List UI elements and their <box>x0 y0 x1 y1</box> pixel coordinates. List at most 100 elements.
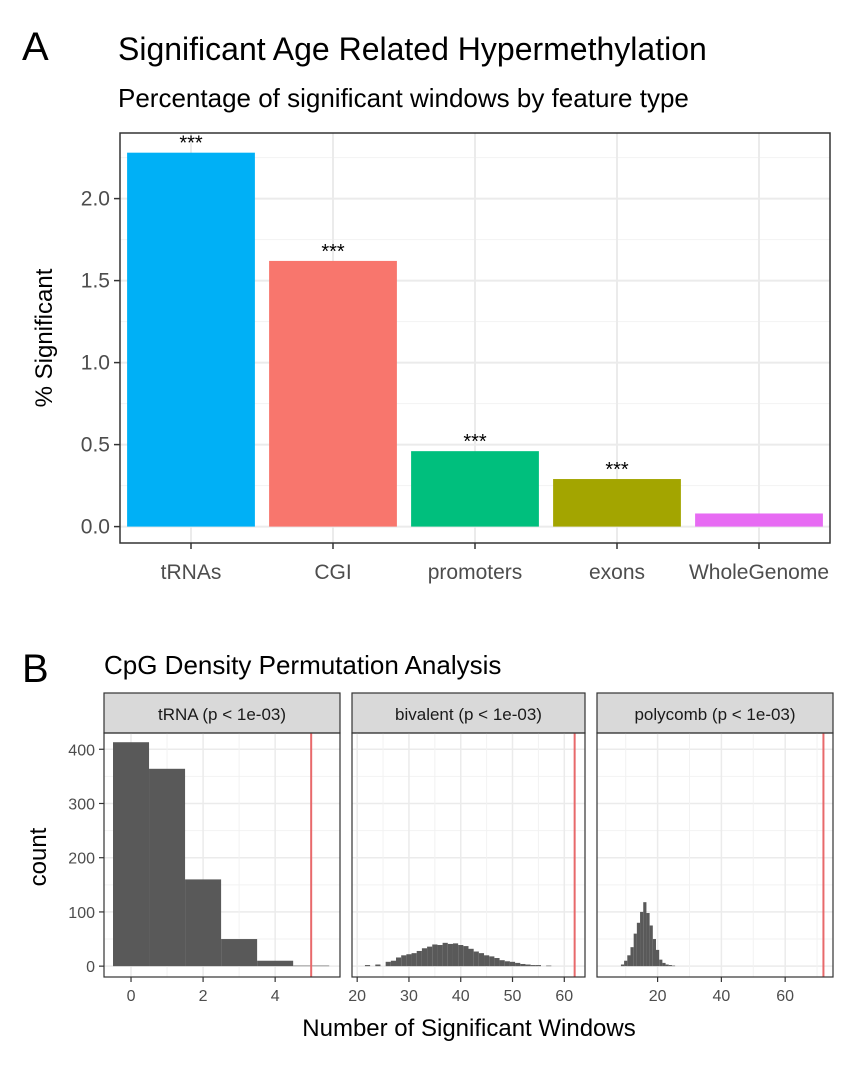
panel-a-y-tick-label: 0.5 <box>81 434 110 457</box>
panel-b-x-axis-label: Number of Significant Windows <box>302 1015 635 1042</box>
facet-1: tRNA (p < 1e-03) 0 2 4 <box>103 692 341 1005</box>
histogram-bar <box>671 965 676 967</box>
significance-label: *** <box>605 459 629 481</box>
histogram-bar <box>504 961 510 967</box>
significance-label: *** <box>179 133 203 155</box>
facet-3: polycomb (p < 1e-03) 20 40 60 <box>596 692 834 1005</box>
histogram-bar <box>473 951 479 967</box>
significance-label: *** <box>463 431 487 453</box>
histogram-bar <box>257 960 294 967</box>
histogram-bar <box>656 949 660 967</box>
panel-a-subtitle: Percentage of significant windows by fea… <box>118 83 689 113</box>
panel-a-x-tick-label: promoters <box>428 561 523 584</box>
histogram-bar <box>509 961 516 967</box>
histogram-bar <box>375 964 381 967</box>
panel-a-y-tick-label: 1.0 <box>81 352 110 375</box>
histogram-bar <box>432 944 438 967</box>
histogram-bar <box>468 948 474 967</box>
significance-label: *** <box>321 241 345 263</box>
facet-strip-label: bivalent (p < 1e-03) <box>395 705 542 724</box>
bar-promoters <box>411 451 539 527</box>
panel-b-letter: B <box>22 647 49 691</box>
histogram-bar <box>530 965 536 967</box>
panel-b-y-tick-label: 300 <box>68 796 95 813</box>
histogram-bar <box>546 965 552 967</box>
panel-a-y-axis-label: % Significant <box>31 268 58 407</box>
panel-b-y-tick-label: 0 <box>86 959 95 976</box>
bar-exons <box>553 479 681 527</box>
facet-strip <box>103 692 341 734</box>
histogram-bar <box>458 945 464 967</box>
histogram-bar <box>636 922 641 967</box>
facet-x-tick-label: 20 <box>649 988 667 1005</box>
panel-a-plot-border <box>119 132 831 544</box>
histogram-bar <box>437 945 443 967</box>
histogram-bar <box>390 960 397 967</box>
facet-x-tick-label: 50 <box>504 988 522 1005</box>
histogram-bar <box>463 946 469 967</box>
histogram-bar <box>221 939 258 967</box>
histogram-bar <box>640 911 644 967</box>
histogram-bar <box>364 965 371 967</box>
facet-x-tick-label: 20 <box>348 988 366 1005</box>
panel-a-x-tick-label: exons <box>589 561 645 584</box>
panel-a-y-tick-label: 2.0 <box>81 188 110 211</box>
histogram-bar <box>633 933 637 967</box>
panel-b-y-axis-label: count <box>25 827 52 886</box>
facet-x-tick-label: 40 <box>452 988 470 1005</box>
facet-x-tick-label: 0 <box>127 988 136 1005</box>
histogram-bar <box>668 965 672 967</box>
facet-x-tick-label: 40 <box>712 988 730 1005</box>
panel-a-bar-chart: 0.0 0.5 1.0 1.5 2.0 *** tRNAs *** CGI *** promoter… <box>81 132 831 584</box>
panel-a-x-tick-label: tRNAs <box>161 561 222 584</box>
facet-plot-background <box>352 733 585 977</box>
panel-b-y-tick-label: 100 <box>68 905 95 922</box>
histogram-bar <box>659 959 663 967</box>
histogram-bar <box>643 902 647 967</box>
facet-plot-border <box>596 732 834 978</box>
histogram-bar <box>624 960 628 967</box>
histogram-bar <box>630 947 634 967</box>
histogram-bar <box>627 955 631 967</box>
facet-x-tick-label: 4 <box>271 988 280 1005</box>
histogram-bar <box>447 943 453 967</box>
histogram-bar <box>401 955 407 967</box>
histogram-bar <box>525 964 531 967</box>
panel-a-x-tick-label: WholeGenome <box>689 561 829 584</box>
histogram-bar <box>535 965 541 967</box>
facet-x-tick-label: 60 <box>555 988 573 1005</box>
histogram-bar <box>665 964 669 967</box>
facet-strip-label: tRNA (p < 1e-03) <box>158 705 286 724</box>
panel-b-histograms: 0 100 200 300 400 tRNA (p < 1e-03) 0 2 4 bivalent… <box>68 692 834 1005</box>
histogram-bar <box>385 961 391 967</box>
facet-plot-border <box>351 732 586 978</box>
histogram-bar <box>620 964 625 967</box>
histogram-bar <box>427 946 433 967</box>
bar-cgi <box>269 260 397 527</box>
histogram-bar <box>452 943 459 967</box>
histogram-bar <box>478 953 485 967</box>
panel-a-title: Significant Age Related Hypermethylation <box>118 31 707 67</box>
histogram-bar <box>411 953 417 967</box>
histogram-bar <box>113 742 150 967</box>
histogram-bar <box>649 925 653 967</box>
panel-b-title: CpG Density Permutation Analysis <box>104 650 501 680</box>
panel-a-letter: A <box>22 25 49 69</box>
histogram-bar <box>484 955 490 967</box>
histogram-bar <box>499 960 505 967</box>
histogram-bar <box>515 962 521 967</box>
histogram-bar <box>646 913 650 967</box>
histogram-bar <box>662 962 666 967</box>
facet-2: bivalent (p < 1e-03) 20 30 40 50 60 <box>348 692 586 1005</box>
panel-b-y-tick-label: 200 <box>68 851 95 868</box>
panel-a-y-tick-label: 1.5 <box>81 270 110 293</box>
histogram-bar <box>185 879 222 967</box>
histogram-bar <box>416 950 422 967</box>
facet-plot-border <box>103 732 341 978</box>
histogram-bar <box>396 957 402 967</box>
facet-strip <box>596 692 834 734</box>
facet-strip <box>351 692 586 734</box>
panel-b-y-tick-label: 400 <box>68 742 95 759</box>
histogram-bar <box>520 963 526 967</box>
bar-wholegenome <box>695 513 823 527</box>
